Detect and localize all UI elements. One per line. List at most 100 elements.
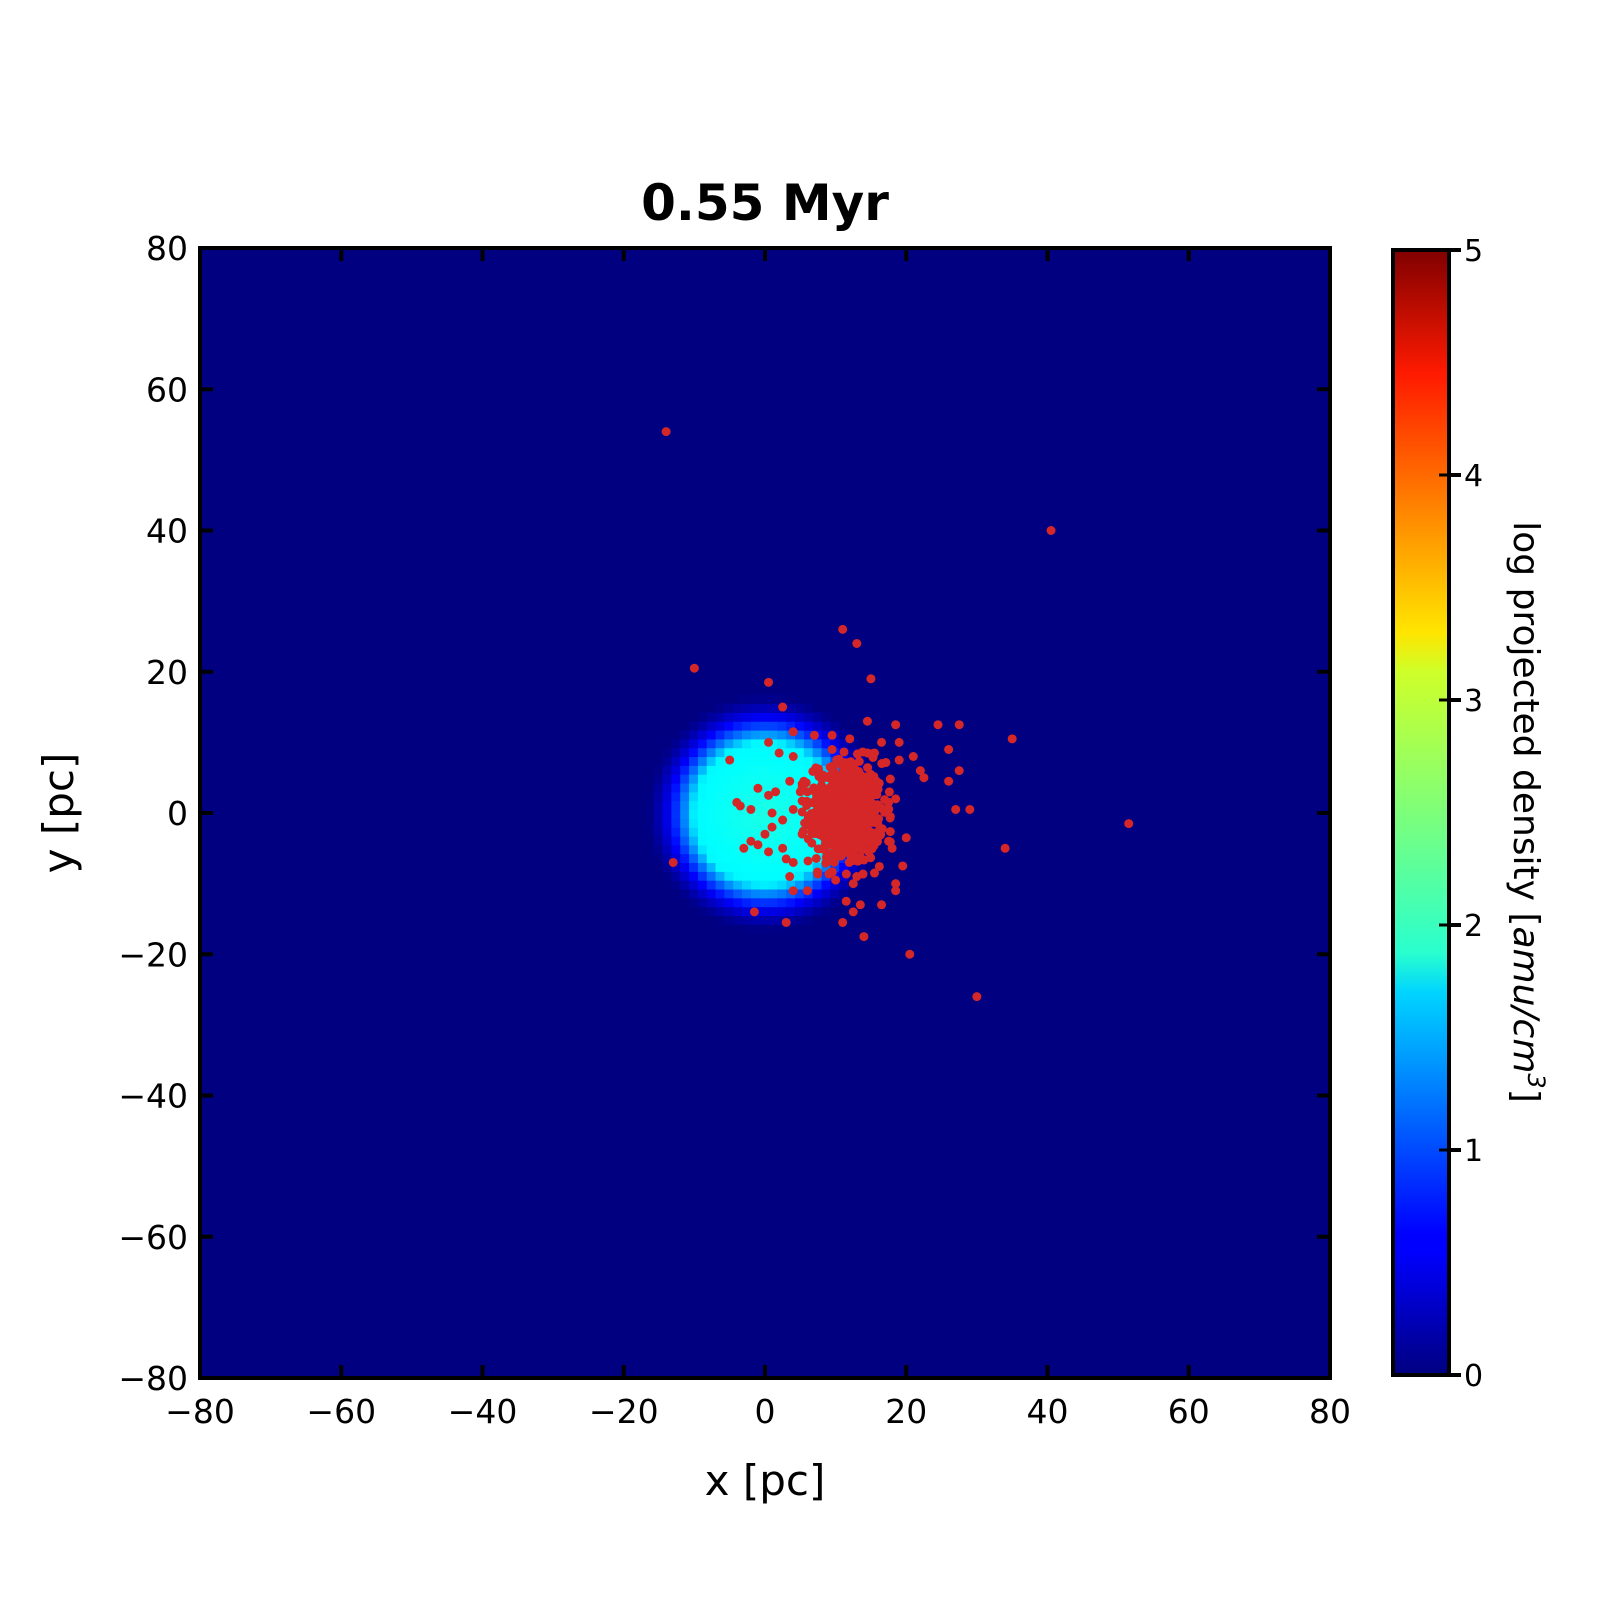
density-cell xyxy=(733,738,743,749)
star-point xyxy=(854,756,864,766)
density-cell xyxy=(662,782,673,793)
density-cell xyxy=(777,800,787,811)
density-cell xyxy=(733,897,743,908)
star-point xyxy=(788,857,798,867)
density-cell xyxy=(759,800,770,811)
star-point xyxy=(891,794,901,804)
density-cell xyxy=(759,782,770,793)
density-cell xyxy=(777,765,787,775)
density-cell xyxy=(680,871,690,881)
star-point xyxy=(841,809,851,819)
star-point xyxy=(809,730,819,740)
colorbar-label-unit: amu/cm xyxy=(1505,926,1546,1073)
density-cell xyxy=(671,800,681,811)
density-cell xyxy=(733,774,743,784)
density-cell xyxy=(689,800,699,811)
density-cell xyxy=(662,818,673,828)
density-cell xyxy=(768,915,778,925)
x-tick-label: 0 xyxy=(755,1392,776,1431)
star-point xyxy=(855,900,865,910)
density-cell xyxy=(803,897,814,908)
star-point xyxy=(885,812,895,822)
star-point xyxy=(866,853,876,863)
colorbar-gradient xyxy=(1391,248,1451,1377)
density-cell xyxy=(821,730,831,740)
density-cell xyxy=(830,888,840,899)
star-point xyxy=(861,839,871,849)
density-cell xyxy=(706,782,717,793)
density-cell xyxy=(697,809,708,819)
density-cell xyxy=(803,738,814,749)
density-cell xyxy=(803,791,814,802)
density-cell xyxy=(742,862,752,872)
density-cell xyxy=(733,862,743,872)
density-cell xyxy=(644,818,655,828)
density-cell xyxy=(777,730,787,740)
density-cell xyxy=(812,888,823,899)
density-cell xyxy=(777,897,787,908)
star-point xyxy=(885,827,895,837)
density-cell xyxy=(830,897,840,908)
star-point xyxy=(764,790,774,800)
density-cell xyxy=(697,818,708,828)
star-point xyxy=(829,850,839,860)
star-point xyxy=(827,797,837,807)
density-cell xyxy=(653,765,664,775)
star-point xyxy=(802,787,812,797)
star-point xyxy=(841,869,851,879)
star-point xyxy=(869,748,879,758)
density-cell xyxy=(839,862,849,872)
density-cell xyxy=(812,880,823,890)
density-cell xyxy=(689,888,699,899)
density-cell xyxy=(724,906,734,917)
density-cell xyxy=(768,888,778,899)
y-tick-label: −20 xyxy=(118,935,188,974)
density-cell xyxy=(786,818,796,828)
density-cell xyxy=(803,703,814,713)
density-cell xyxy=(742,827,752,837)
density-cell xyxy=(715,756,725,766)
density-cell xyxy=(759,747,770,758)
density-cell xyxy=(697,827,708,837)
density-cell xyxy=(653,835,664,846)
density-cell xyxy=(662,871,673,881)
density-cell xyxy=(706,721,717,731)
star-point xyxy=(810,829,820,839)
density-cell xyxy=(733,809,743,819)
star-point xyxy=(877,737,887,747)
density-cell xyxy=(733,747,743,758)
x-axis-label: x [pc] xyxy=(705,1456,826,1505)
density-cell xyxy=(768,835,778,846)
star-point xyxy=(898,861,908,871)
density-cell xyxy=(724,721,734,731)
density-cell xyxy=(689,730,699,740)
star-point xyxy=(894,737,904,747)
density-cell xyxy=(697,712,708,722)
density-cell xyxy=(706,791,717,802)
colorbar-ticks: 0 1 2 3 4 5 xyxy=(1439,234,1483,1394)
density-cell xyxy=(733,765,743,775)
density-cell xyxy=(706,818,717,828)
colorbar-tick-label: 4 xyxy=(1464,459,1483,494)
density-cell xyxy=(795,844,805,855)
density-cell xyxy=(662,844,673,855)
x-tick-label: −20 xyxy=(589,1392,659,1431)
density-cell xyxy=(689,721,699,731)
density-cell xyxy=(644,791,655,802)
star-point xyxy=(845,757,855,767)
density-cell xyxy=(777,862,787,872)
density-cell xyxy=(742,871,752,881)
density-cell xyxy=(724,888,734,899)
colorbar-tick-label: 0 xyxy=(1464,1359,1483,1394)
star-point xyxy=(965,804,975,814)
density-cell xyxy=(750,765,761,775)
star-point xyxy=(826,834,836,844)
density-cell xyxy=(689,827,699,837)
density-cell xyxy=(786,906,796,917)
density-cell xyxy=(689,774,699,784)
star-point xyxy=(781,854,791,864)
density-cell xyxy=(724,835,734,846)
density-cell xyxy=(733,827,743,837)
density-cell xyxy=(706,862,717,872)
